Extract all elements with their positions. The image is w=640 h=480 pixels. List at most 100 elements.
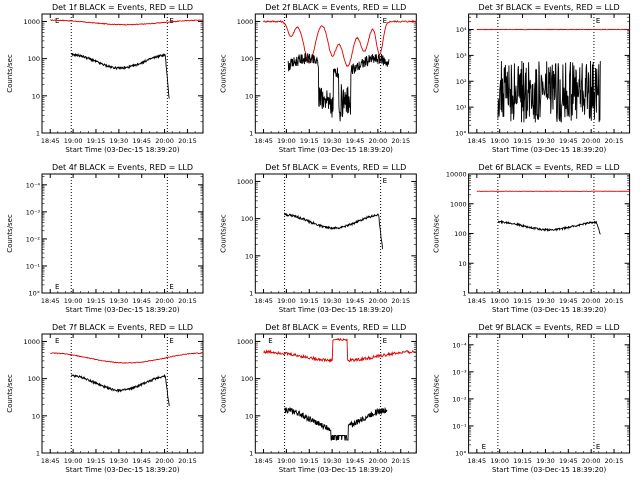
x-tick-label: 19:45 bbox=[132, 457, 151, 465]
event-marker: E bbox=[383, 177, 387, 185]
y-tick-label: 10⁻² bbox=[452, 395, 467, 403]
event-marker: E bbox=[482, 443, 486, 451]
x-tick-label: 20:00 bbox=[155, 457, 174, 465]
y-axis-label: Counts/sec bbox=[6, 374, 14, 413]
y-tick-label: 10° bbox=[455, 450, 467, 458]
chart-panel-3: Det 3f BLACK = Events, RED = LLD 18:45 19:… bbox=[433, 3, 631, 154]
y-tick-label: 1 bbox=[249, 450, 253, 458]
x-tick-label: 19:45 bbox=[132, 137, 151, 145]
x-tick-label: 18:45 bbox=[467, 297, 486, 305]
y-tick-label: 10 bbox=[245, 252, 253, 260]
x-tick-label: 18:45 bbox=[254, 457, 273, 465]
x-tick-label: 20:00 bbox=[369, 457, 388, 465]
x-tick-label: 20:15 bbox=[605, 137, 624, 145]
chart-panel-1: Det 1f BLACK = Events, RED = LLD 18:45 19:… bbox=[6, 3, 204, 154]
events-series-line bbox=[287, 52, 390, 122]
y-tick-label: 10⁻² bbox=[26, 235, 41, 243]
x-tick-label: 20:15 bbox=[178, 457, 197, 465]
x-tick-label: 19:00 bbox=[277, 297, 296, 305]
x-axis-label: Start Time (03-Dec-15 18:39:20) bbox=[65, 146, 179, 154]
y-tick-label: 100 bbox=[241, 55, 253, 63]
plot-frame bbox=[41, 333, 204, 454]
x-tick-label: 19:30 bbox=[536, 297, 555, 305]
y-tick-label: 100 bbox=[241, 375, 253, 383]
x-tick-label: 19:45 bbox=[346, 137, 365, 145]
y-tick-label: 1 bbox=[249, 290, 253, 298]
x-tick-label: 19:30 bbox=[323, 457, 342, 465]
x-tick-label: 19:15 bbox=[513, 137, 532, 145]
x-tick-label: 19:00 bbox=[64, 137, 83, 145]
lld-series-line bbox=[263, 19, 417, 68]
x-tick-label: 19:15 bbox=[87, 297, 106, 305]
y-tick-label: 1000 bbox=[237, 18, 254, 26]
y-axis-label: Counts/sec bbox=[433, 54, 441, 93]
x-tick-label: 19:30 bbox=[109, 457, 128, 465]
y-tick-label: 10 bbox=[32, 412, 40, 420]
x-axis-label: Start Time (03-Dec-15 18:39:20) bbox=[492, 306, 606, 314]
y-tick-label: 100 bbox=[28, 55, 40, 63]
x-tick-label: 19:30 bbox=[536, 457, 555, 465]
x-tick-label: 20:15 bbox=[178, 297, 197, 305]
chart-title: Det 7f BLACK = Events, RED = LLD bbox=[52, 323, 193, 332]
x-tick-label: 19:00 bbox=[490, 297, 509, 305]
plot-frame bbox=[41, 173, 204, 294]
x-tick-label: 18:45 bbox=[467, 457, 486, 465]
lld-series-line bbox=[50, 352, 204, 364]
x-tick-label: 20:00 bbox=[582, 457, 601, 465]
y-tick-label: 1 bbox=[462, 290, 466, 298]
x-tick-label: 18:45 bbox=[254, 137, 273, 145]
x-axis-label: Start Time (03-Dec-15 18:39:20) bbox=[65, 306, 179, 314]
chart-title: Det 8f BLACK = Events, RED = LLD bbox=[265, 323, 406, 332]
y-axis-label: Counts/sec bbox=[433, 374, 441, 413]
y-tick-label: 100 bbox=[454, 230, 466, 238]
event-marker: E bbox=[55, 17, 59, 25]
x-tick-label: 19:15 bbox=[300, 137, 319, 145]
y-tick-label: 10⁻⁴ bbox=[452, 341, 467, 349]
event-marker: E bbox=[169, 17, 173, 25]
event-marker: E bbox=[169, 283, 173, 291]
events-series-line bbox=[497, 219, 601, 235]
chart-panel-4: Det 4f BLACK = Events, RED = LLD 18:45 19:… bbox=[6, 163, 204, 314]
events-series-line bbox=[284, 212, 383, 250]
x-tick-label: 20:15 bbox=[391, 457, 410, 465]
y-tick-label: 1 bbox=[36, 450, 40, 458]
lld-series-line bbox=[263, 337, 417, 363]
x-tick-label: 20:15 bbox=[391, 297, 410, 305]
y-tick-label: 10° bbox=[28, 290, 40, 298]
event-marker: E bbox=[55, 283, 59, 291]
y-axis-label: Counts/sec bbox=[219, 214, 227, 253]
chart-title: Det 3f BLACK = Events, RED = LLD bbox=[479, 3, 620, 12]
y-tick-label: 10 bbox=[458, 260, 466, 268]
x-tick-label: 19:30 bbox=[323, 297, 342, 305]
x-tick-label: 19:00 bbox=[490, 457, 509, 465]
y-tick-label: 1000 bbox=[237, 178, 254, 186]
plot-frame bbox=[254, 173, 417, 294]
x-axis-label: Start Time (03-Dec-15 18:39:20) bbox=[279, 306, 393, 314]
x-tick-label: 18:45 bbox=[254, 297, 273, 305]
lld-series-line bbox=[476, 28, 630, 31]
x-tick-label: 19:00 bbox=[277, 457, 296, 465]
x-tick-label: 19:45 bbox=[559, 457, 578, 465]
chart-panel-5: Det 5f BLACK = Events, RED = LLD 18:45 19:… bbox=[219, 163, 417, 314]
plot-frame bbox=[468, 173, 631, 294]
x-tick-label: 20:15 bbox=[605, 297, 624, 305]
x-tick-label: 19:45 bbox=[346, 457, 365, 465]
y-tick-label: 10000 bbox=[446, 171, 467, 179]
event-marker: E bbox=[383, 17, 387, 25]
y-tick-label: 10 bbox=[245, 92, 253, 100]
y-tick-label: 10 bbox=[32, 92, 40, 100]
plot-frame bbox=[41, 13, 204, 134]
y-axis-label: Counts/sec bbox=[219, 54, 227, 93]
x-tick-label: 19:45 bbox=[559, 137, 578, 145]
x-tick-label: 19:15 bbox=[300, 297, 319, 305]
x-tick-label: 20:00 bbox=[582, 297, 601, 305]
x-tick-label: 19:30 bbox=[536, 137, 555, 145]
event-marker: E bbox=[383, 337, 387, 345]
x-tick-label: 20:00 bbox=[369, 137, 388, 145]
x-tick-label: 19:15 bbox=[87, 457, 106, 465]
y-tick-label: 100 bbox=[28, 375, 40, 383]
x-tick-label: 19:30 bbox=[323, 137, 342, 145]
x-tick-label: 19:45 bbox=[346, 297, 365, 305]
x-tick-label: 20:00 bbox=[582, 137, 601, 145]
x-axis-label: Start Time (03-Dec-15 18:39:20) bbox=[65, 466, 179, 474]
